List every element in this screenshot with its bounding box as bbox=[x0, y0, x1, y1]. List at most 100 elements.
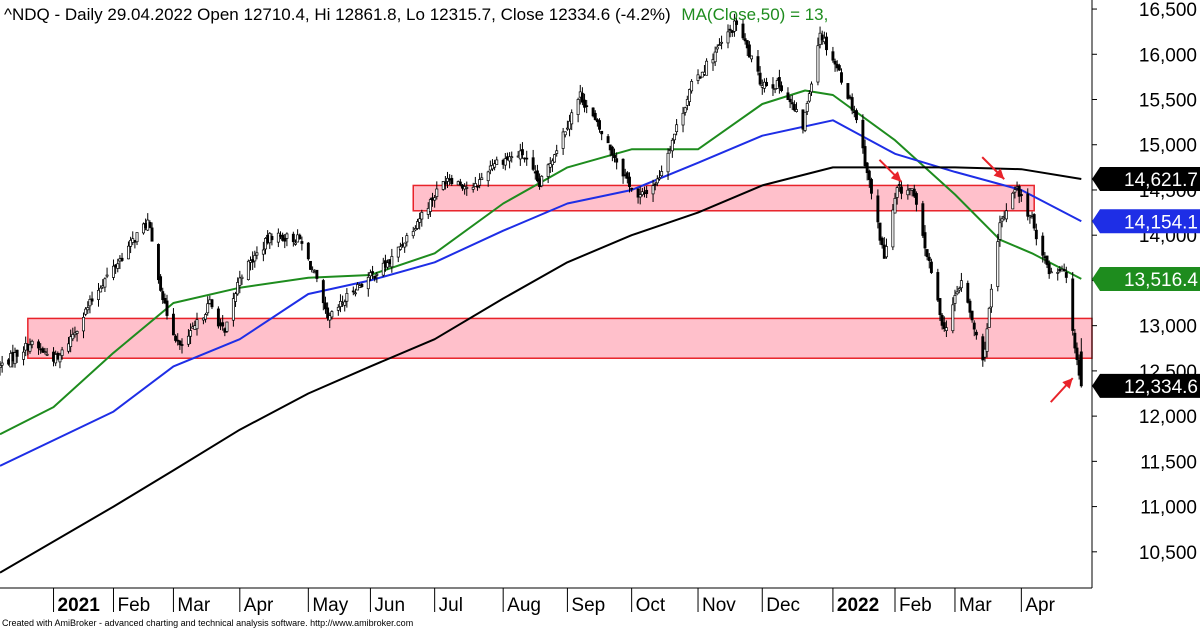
ma-line-0 bbox=[0, 89, 1082, 436]
candle-body bbox=[41, 348, 45, 353]
candle-body bbox=[878, 222, 882, 241]
candle-body bbox=[0, 365, 2, 368]
candle-body bbox=[535, 170, 539, 182]
candle-body bbox=[728, 28, 732, 31]
candle-body bbox=[225, 321, 229, 332]
candle-body bbox=[750, 55, 754, 60]
ma-value-tag-0-label: 13,516.4 bbox=[1124, 270, 1198, 291]
ma-value-tag-1-bg bbox=[1092, 209, 1200, 234]
candle-body bbox=[75, 331, 79, 334]
candle-body bbox=[105, 274, 109, 277]
candle-body bbox=[195, 319, 199, 330]
candle-body bbox=[163, 298, 167, 304]
candle-body bbox=[495, 159, 499, 165]
candle-body bbox=[959, 280, 963, 289]
candle-body bbox=[583, 99, 586, 108]
candle-body bbox=[180, 344, 184, 346]
candle-body bbox=[443, 181, 447, 185]
candle-body bbox=[705, 60, 709, 76]
candle-body bbox=[655, 178, 659, 184]
candle-body bbox=[135, 232, 139, 243]
candle-body bbox=[771, 84, 775, 89]
candle-body bbox=[912, 188, 916, 197]
candle-body bbox=[246, 260, 250, 280]
candle-body bbox=[375, 273, 379, 276]
candle-body bbox=[531, 157, 535, 170]
candle-body bbox=[713, 51, 717, 63]
candle-body bbox=[929, 261, 933, 273]
candle-body bbox=[285, 233, 289, 239]
candle-body bbox=[555, 150, 559, 154]
candle-body bbox=[1049, 271, 1053, 274]
x-tick-label: Jul bbox=[439, 595, 463, 616]
candle-body bbox=[1071, 278, 1075, 331]
candle-body bbox=[820, 34, 824, 41]
candle-body bbox=[45, 353, 49, 356]
candle-body bbox=[630, 187, 634, 190]
x-tick-label: Nov bbox=[702, 595, 736, 616]
candle-body bbox=[850, 97, 854, 111]
candle-body bbox=[520, 149, 524, 156]
x-tick-label: Feb bbox=[117, 595, 150, 616]
ma-value-tag-2-label: 14,621.7 bbox=[1124, 170, 1198, 191]
candle-body bbox=[221, 322, 225, 327]
candle-body bbox=[360, 283, 364, 287]
candle-body bbox=[970, 310, 974, 321]
candle-body bbox=[351, 290, 355, 293]
candle-body bbox=[1026, 193, 1030, 217]
x-tick-label: Mar bbox=[177, 595, 210, 616]
annotation-arrows bbox=[878, 156, 1074, 403]
highlight-zone-1 bbox=[27, 317, 1093, 359]
ma-value-tag-0-bg bbox=[1092, 266, 1200, 291]
x-tick-label: May bbox=[312, 595, 348, 616]
candle-body bbox=[636, 188, 640, 198]
y-tick-label: 10,500 bbox=[1139, 543, 1197, 564]
candle-body bbox=[298, 234, 302, 240]
candle-body bbox=[745, 40, 749, 49]
candle-body bbox=[735, 20, 739, 25]
candle-body bbox=[598, 120, 601, 130]
credit-text: Created with AmiBroker - advanced charti… bbox=[2, 618, 413, 628]
candle-body bbox=[366, 276, 370, 290]
candle-body bbox=[283, 237, 287, 242]
candle-body bbox=[1032, 214, 1036, 229]
candle-body bbox=[730, 30, 734, 33]
candle-body bbox=[788, 98, 792, 103]
candle-body bbox=[315, 269, 319, 279]
candle-body bbox=[593, 112, 597, 120]
candle-body bbox=[795, 109, 798, 112]
candle-body bbox=[747, 44, 751, 58]
candle-body bbox=[120, 257, 124, 261]
candle-body bbox=[270, 235, 274, 241]
candle-body bbox=[99, 287, 103, 293]
candle-body bbox=[84, 308, 88, 315]
candle-body bbox=[780, 85, 783, 91]
candle-body bbox=[786, 92, 790, 101]
candle-body bbox=[957, 288, 961, 291]
candle-body bbox=[553, 154, 557, 163]
candle-body bbox=[985, 328, 989, 352]
candle-body bbox=[368, 272, 372, 277]
candle-body bbox=[895, 187, 899, 198]
candle-body bbox=[899, 186, 903, 194]
candle-body bbox=[373, 275, 377, 279]
candle-body bbox=[413, 228, 417, 231]
candle-body bbox=[311, 269, 315, 273]
x-tick-label: Sep bbox=[571, 595, 605, 616]
candle-body bbox=[22, 351, 26, 360]
ma-value-tag-2-bg bbox=[1092, 166, 1200, 191]
candle-body bbox=[561, 131, 565, 149]
candle-body bbox=[972, 322, 976, 330]
ma-value-tag-1-label: 14,154.1 bbox=[1124, 212, 1198, 233]
candle-body bbox=[893, 197, 897, 214]
candle-body bbox=[591, 107, 595, 117]
candle-body bbox=[726, 31, 730, 44]
x-tick-label: Aug bbox=[507, 595, 541, 616]
candle-body bbox=[1056, 272, 1060, 274]
candle-body bbox=[371, 271, 375, 274]
candle-body bbox=[670, 139, 674, 152]
candle-body bbox=[1013, 189, 1017, 193]
x-tick-label: Mar bbox=[959, 595, 992, 616]
chart-header: ^NDQ - Daily 29.04.2022 Open 12710.4, Hi… bbox=[4, 5, 828, 24]
candle-body bbox=[264, 238, 267, 250]
